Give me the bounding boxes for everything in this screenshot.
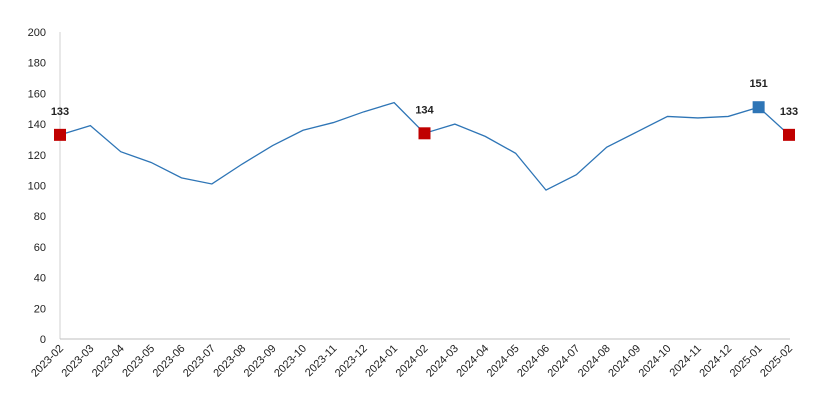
marker	[783, 128, 795, 141]
x-tick-label: 2024-12	[697, 343, 734, 380]
value-label: 134	[415, 104, 434, 116]
y-tick-label: 140	[28, 119, 46, 131]
marker	[54, 128, 66, 141]
x-tick-label: 2024-09	[606, 343, 643, 380]
y-tick-label: 100	[28, 181, 46, 193]
x-tick-label: 2024-08	[576, 343, 613, 380]
y-tick-label: 160	[28, 88, 46, 100]
marker	[752, 101, 765, 114]
x-tick-label: 2025-02	[758, 343, 795, 380]
x-tick-label: 2024-07	[545, 343, 582, 380]
x-tick-label: 2024-03	[424, 343, 461, 380]
y-tick-label: 180	[28, 58, 46, 70]
x-tick-label: 2024-02	[394, 343, 431, 380]
y-tick-label: 60	[34, 242, 46, 254]
y-tick-label: 40	[34, 273, 46, 285]
x-tick-label: 2024-04	[454, 343, 491, 380]
x-tick-label: 2023-05	[120, 343, 157, 380]
x-tick-label: 2024-06	[515, 343, 552, 380]
y-tick-label: 20	[34, 303, 46, 315]
y-tick-label: 200	[28, 27, 46, 39]
y-tick-label: 120	[28, 150, 46, 162]
x-tick-label: 2024-05	[485, 343, 522, 380]
x-tick-label: 2023-12	[333, 343, 370, 380]
x-tick-label: 2023-03	[59, 343, 96, 380]
x-tick-label: 2023-04	[90, 343, 127, 380]
y-tick-label: 0	[40, 334, 46, 346]
y-tick-label: 80	[34, 211, 46, 223]
value-label: 151	[749, 78, 767, 90]
x-tick-label: 2023-07	[181, 343, 218, 380]
x-tick-label: 2023-08	[211, 343, 248, 380]
value-label: 133	[780, 106, 798, 118]
x-tick-label: 2023-10	[272, 343, 309, 380]
value-label: 133	[51, 106, 69, 118]
x-tick-label: 2024-10	[637, 343, 674, 380]
x-tick-label: 2023-09	[242, 343, 279, 380]
x-tick-label: 2024-01	[363, 343, 400, 380]
x-tick-label: 2025-01	[728, 343, 765, 380]
x-tick-label: 2023-02	[29, 343, 66, 380]
marker	[418, 127, 431, 140]
x-tick-label: 2023-06	[151, 343, 188, 380]
